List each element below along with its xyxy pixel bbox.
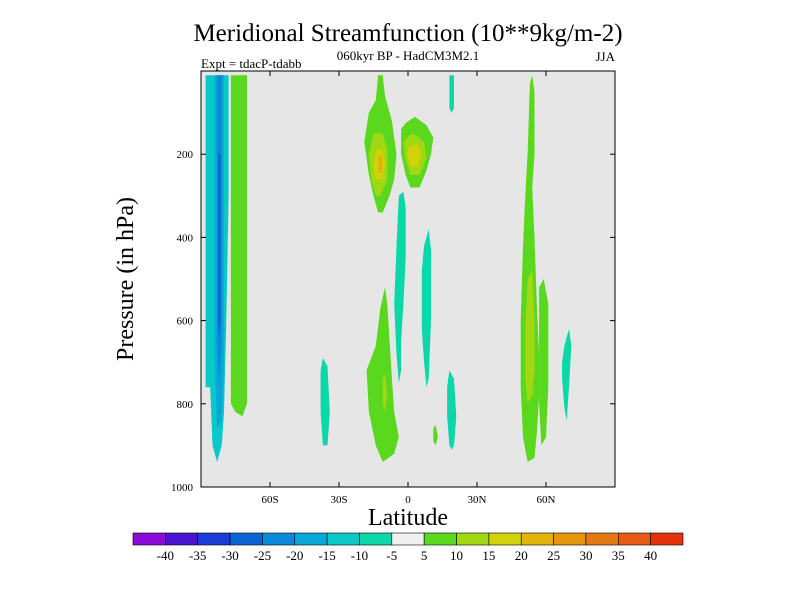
colorbar-label: 15 xyxy=(482,548,495,563)
x-tick-label: 30S xyxy=(330,494,347,506)
colorbar-label: 5 xyxy=(421,548,428,563)
nh-tiny-positive-fleck-level-5 xyxy=(433,424,438,446)
y-tick-label: 200 xyxy=(177,149,194,161)
x-tick-label: 30N xyxy=(468,494,487,506)
colorbar-swatch xyxy=(326,532,360,546)
y-tick-label: 400 xyxy=(177,232,194,244)
colorbar-swatch xyxy=(617,532,651,546)
contour-fills xyxy=(205,75,572,462)
colorbar-label: 25 xyxy=(547,548,560,563)
chart-subtitle: 060kyr BP - HadCM3M2.1 xyxy=(337,48,480,63)
x-tick-label: 60N xyxy=(537,494,556,506)
sh-midlat-negative-spot-level-neg5 xyxy=(320,358,330,446)
experiment-label: Expt = tdacP-tdabb xyxy=(201,56,301,71)
nh-highlat-negative-spot-level-neg5 xyxy=(562,328,572,421)
colorbar-swatch xyxy=(488,532,522,546)
upper-right-positive-lobe-level-15 xyxy=(408,143,422,167)
sh-polar-negative-cell-level-neg25 xyxy=(218,154,221,338)
colorbar-swatch xyxy=(391,532,425,546)
eq-lower-positive-lobe-level-10 xyxy=(382,374,388,413)
upper-left-positive-lobe-level-20 xyxy=(378,156,383,173)
colorbar-label: -10 xyxy=(351,548,368,563)
y-axis-label: Pressure (in hPa) xyxy=(113,197,139,361)
x-tick-label: 0 xyxy=(405,494,411,506)
x-axis-label: Latitude xyxy=(368,505,448,531)
colorbar-label: -40 xyxy=(157,548,174,563)
colorbar-label: 40 xyxy=(644,548,657,563)
eq-mid-negative-lobe-level-neg5 xyxy=(394,191,406,383)
colorbar-swatch xyxy=(650,532,684,546)
eq-mid-negative-lobe-level-neg5 xyxy=(421,229,431,388)
x-tick-label: 60S xyxy=(261,494,278,506)
colorbar-label: 20 xyxy=(515,548,528,563)
eq-lower-positive-lobe-level-5 xyxy=(366,287,399,462)
chart-title: Meridional Streamfunction (10**9kg/m-2) xyxy=(193,20,622,47)
colorbar-swatch xyxy=(456,532,490,546)
colorbar-swatch xyxy=(132,532,166,546)
x-axis: 60S 30S 0 30N 60N xyxy=(261,71,556,506)
colorbar-swatch xyxy=(165,532,199,546)
colorbar-swatch xyxy=(294,532,328,546)
colorbar-swatch xyxy=(197,532,231,546)
colorbar-label: -20 xyxy=(286,548,303,563)
colorbar-swatch xyxy=(359,532,393,546)
y-tick-label: 1000 xyxy=(171,482,194,494)
y-tick-label: 600 xyxy=(177,316,194,328)
colorbar-label: 10 xyxy=(450,548,463,563)
colorbar-swatch xyxy=(553,532,587,546)
nh-midlat-positive-band-level-10 xyxy=(525,270,535,404)
colorbar-label: 30 xyxy=(579,548,592,563)
colorbar-swatch xyxy=(262,532,296,546)
colorbar: -40 -35 -30 -25 -20 -15 -10 -5 5 10 15 20 25 30 35 40 xyxy=(132,532,684,563)
colorbar-label: -30 xyxy=(221,548,238,563)
colorbar-swatch xyxy=(520,532,554,546)
y-axis: 200 400 600 800 1000 xyxy=(171,149,615,494)
colorbar-label: 35 xyxy=(612,548,625,563)
nh-midlat-positive-band-level-5 xyxy=(539,279,549,446)
colorbar-swatch xyxy=(585,532,619,546)
colorbar-swatch xyxy=(229,532,263,546)
colorbar-label: -5 xyxy=(386,548,397,563)
season-label: JJA xyxy=(595,49,615,64)
colorbar-label: -25 xyxy=(254,548,271,563)
nh-subtropic-negative-spot-level-neg5 xyxy=(447,370,457,450)
colorbar-label: -15 xyxy=(318,548,335,563)
colorbar-label: -35 xyxy=(189,548,206,563)
y-tick-label: 800 xyxy=(177,399,194,411)
sh-polar-positive-band-level-5 xyxy=(230,75,247,417)
nh-upper-negative-fleck-level-neg5 xyxy=(449,75,454,113)
plot-area xyxy=(200,70,616,488)
colorbar-swatch xyxy=(423,532,457,546)
